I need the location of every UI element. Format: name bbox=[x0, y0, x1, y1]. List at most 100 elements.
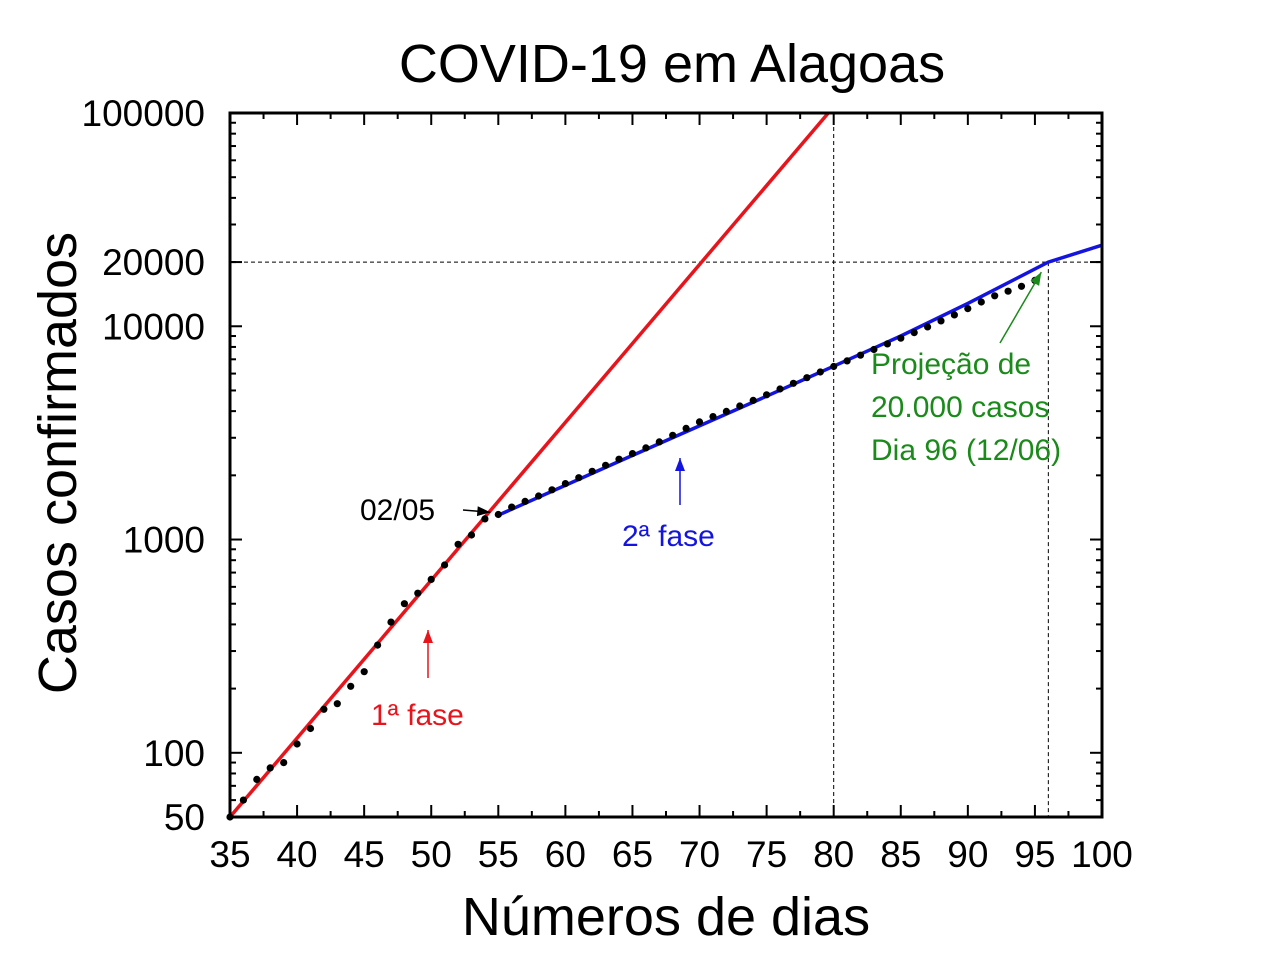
data-point bbox=[602, 461, 610, 469]
data-point bbox=[374, 641, 382, 649]
y-tick-label: 10000 bbox=[102, 306, 205, 347]
data-point bbox=[749, 396, 757, 404]
data-point bbox=[937, 317, 945, 325]
x-tick-label: 95 bbox=[1014, 834, 1055, 875]
data-point bbox=[789, 379, 798, 387]
annotation-projection-line: Dia 96 (12/06) bbox=[871, 434, 1061, 467]
annotation-projection-line: 20.000 casos bbox=[871, 391, 1049, 424]
data-points bbox=[226, 276, 1039, 821]
annotations: 02/05 1ª fase 2ª fase Projeção de 20.000 cas… bbox=[360, 271, 1061, 732]
x-tick-label: 40 bbox=[276, 834, 317, 875]
x-tick-label: 90 bbox=[947, 834, 988, 875]
annotation-02-05: 02/05 bbox=[360, 494, 435, 527]
annotation-projection-arrow bbox=[999, 271, 1042, 344]
data-point bbox=[642, 444, 650, 452]
x-tick-label: 80 bbox=[813, 834, 854, 875]
x-tick-label: 75 bbox=[746, 834, 787, 875]
data-point bbox=[521, 497, 529, 505]
x-tick-label: 85 bbox=[880, 834, 921, 875]
data-point bbox=[293, 740, 301, 748]
x-tick-label: 50 bbox=[411, 834, 452, 875]
data-point bbox=[454, 540, 462, 548]
data-point bbox=[441, 561, 449, 569]
data-point bbox=[467, 531, 476, 539]
data-point bbox=[910, 329, 918, 337]
fase1-fit-line bbox=[230, 113, 830, 817]
annotation-fase2-arrow-head bbox=[675, 458, 685, 471]
fit-lines bbox=[230, 113, 1102, 817]
data-point bbox=[695, 418, 704, 426]
data-point bbox=[508, 503, 516, 511]
data-point bbox=[682, 424, 690, 432]
data-point bbox=[306, 724, 315, 733]
x-axis-label: Números de dias bbox=[462, 887, 870, 947]
data-point bbox=[387, 618, 395, 626]
data-point bbox=[333, 700, 341, 708]
y-tick-label: 1000 bbox=[123, 520, 205, 561]
data-point bbox=[1004, 287, 1012, 295]
data-point bbox=[280, 759, 288, 767]
data-point bbox=[776, 385, 784, 393]
data-point bbox=[400, 600, 408, 608]
chart-title: COVID-19 em Alagoas bbox=[399, 34, 945, 94]
data-point bbox=[669, 431, 677, 439]
data-point bbox=[347, 682, 355, 690]
data-point bbox=[561, 480, 570, 488]
data-point bbox=[950, 311, 959, 319]
annotation-projection-arrow-head bbox=[1030, 272, 1042, 286]
y-tick-label: 100 bbox=[143, 733, 205, 774]
data-point bbox=[535, 492, 543, 500]
data-point bbox=[803, 374, 811, 382]
data-point bbox=[883, 340, 892, 348]
x-tick-label: 45 bbox=[344, 834, 385, 875]
y-axis-ticks: 50 100 1000 10000 20000 100000 bbox=[82, 93, 1102, 838]
data-point bbox=[575, 474, 583, 482]
annotation-fase1: 1ª fase bbox=[371, 699, 464, 732]
x-tick-label: 35 bbox=[209, 834, 250, 875]
data-point bbox=[628, 450, 637, 458]
data-point bbox=[615, 455, 623, 463]
x-tick-label: 70 bbox=[679, 834, 720, 875]
data-point bbox=[548, 486, 556, 494]
reference-lines bbox=[230, 113, 1102, 817]
data-point bbox=[763, 391, 771, 399]
data-point bbox=[709, 413, 717, 421]
annotation-projection-line: Projeção de bbox=[871, 348, 1031, 381]
data-point bbox=[414, 589, 422, 597]
data-point bbox=[239, 796, 247, 804]
x-tick-label: 100 bbox=[1071, 834, 1133, 875]
data-point bbox=[897, 334, 905, 342]
x-axis-ticks: 35 40 45 50 55 60 65 70 75 80 85 90 95 100 bbox=[209, 113, 1133, 875]
data-point bbox=[924, 323, 932, 331]
annotation-02-05-arrow-head bbox=[476, 506, 491, 517]
x-tick-label: 60 bbox=[545, 834, 586, 875]
data-point bbox=[253, 775, 261, 784]
data-point bbox=[494, 510, 502, 519]
data-point bbox=[830, 362, 838, 371]
data-point bbox=[722, 407, 731, 415]
data-point bbox=[588, 467, 596, 475]
data-point bbox=[655, 438, 663, 446]
data-point bbox=[977, 298, 985, 306]
x-tick-label: 55 bbox=[478, 834, 519, 875]
y-axis-label: Casos confirmados bbox=[28, 232, 88, 694]
data-point bbox=[1017, 282, 1026, 290]
data-point bbox=[360, 668, 368, 676]
y-tick-label: 20000 bbox=[102, 242, 205, 283]
data-point bbox=[320, 705, 328, 713]
data-point bbox=[856, 351, 865, 359]
data-point bbox=[481, 515, 489, 523]
data-point bbox=[964, 305, 972, 313]
data-point bbox=[816, 368, 824, 376]
data-point bbox=[427, 575, 435, 584]
annotation-fase2: 2ª fase bbox=[622, 520, 715, 553]
y-tick-label: 100000 bbox=[82, 93, 205, 134]
x-tick-label: 65 bbox=[612, 834, 653, 875]
data-point bbox=[266, 764, 274, 772]
y-tick-label: 50 bbox=[164, 797, 205, 838]
data-point bbox=[991, 292, 999, 300]
annotation-fase1-arrow-head bbox=[423, 630, 433, 643]
data-point bbox=[870, 345, 878, 354]
fase2-fit-line bbox=[497, 243, 1102, 517]
